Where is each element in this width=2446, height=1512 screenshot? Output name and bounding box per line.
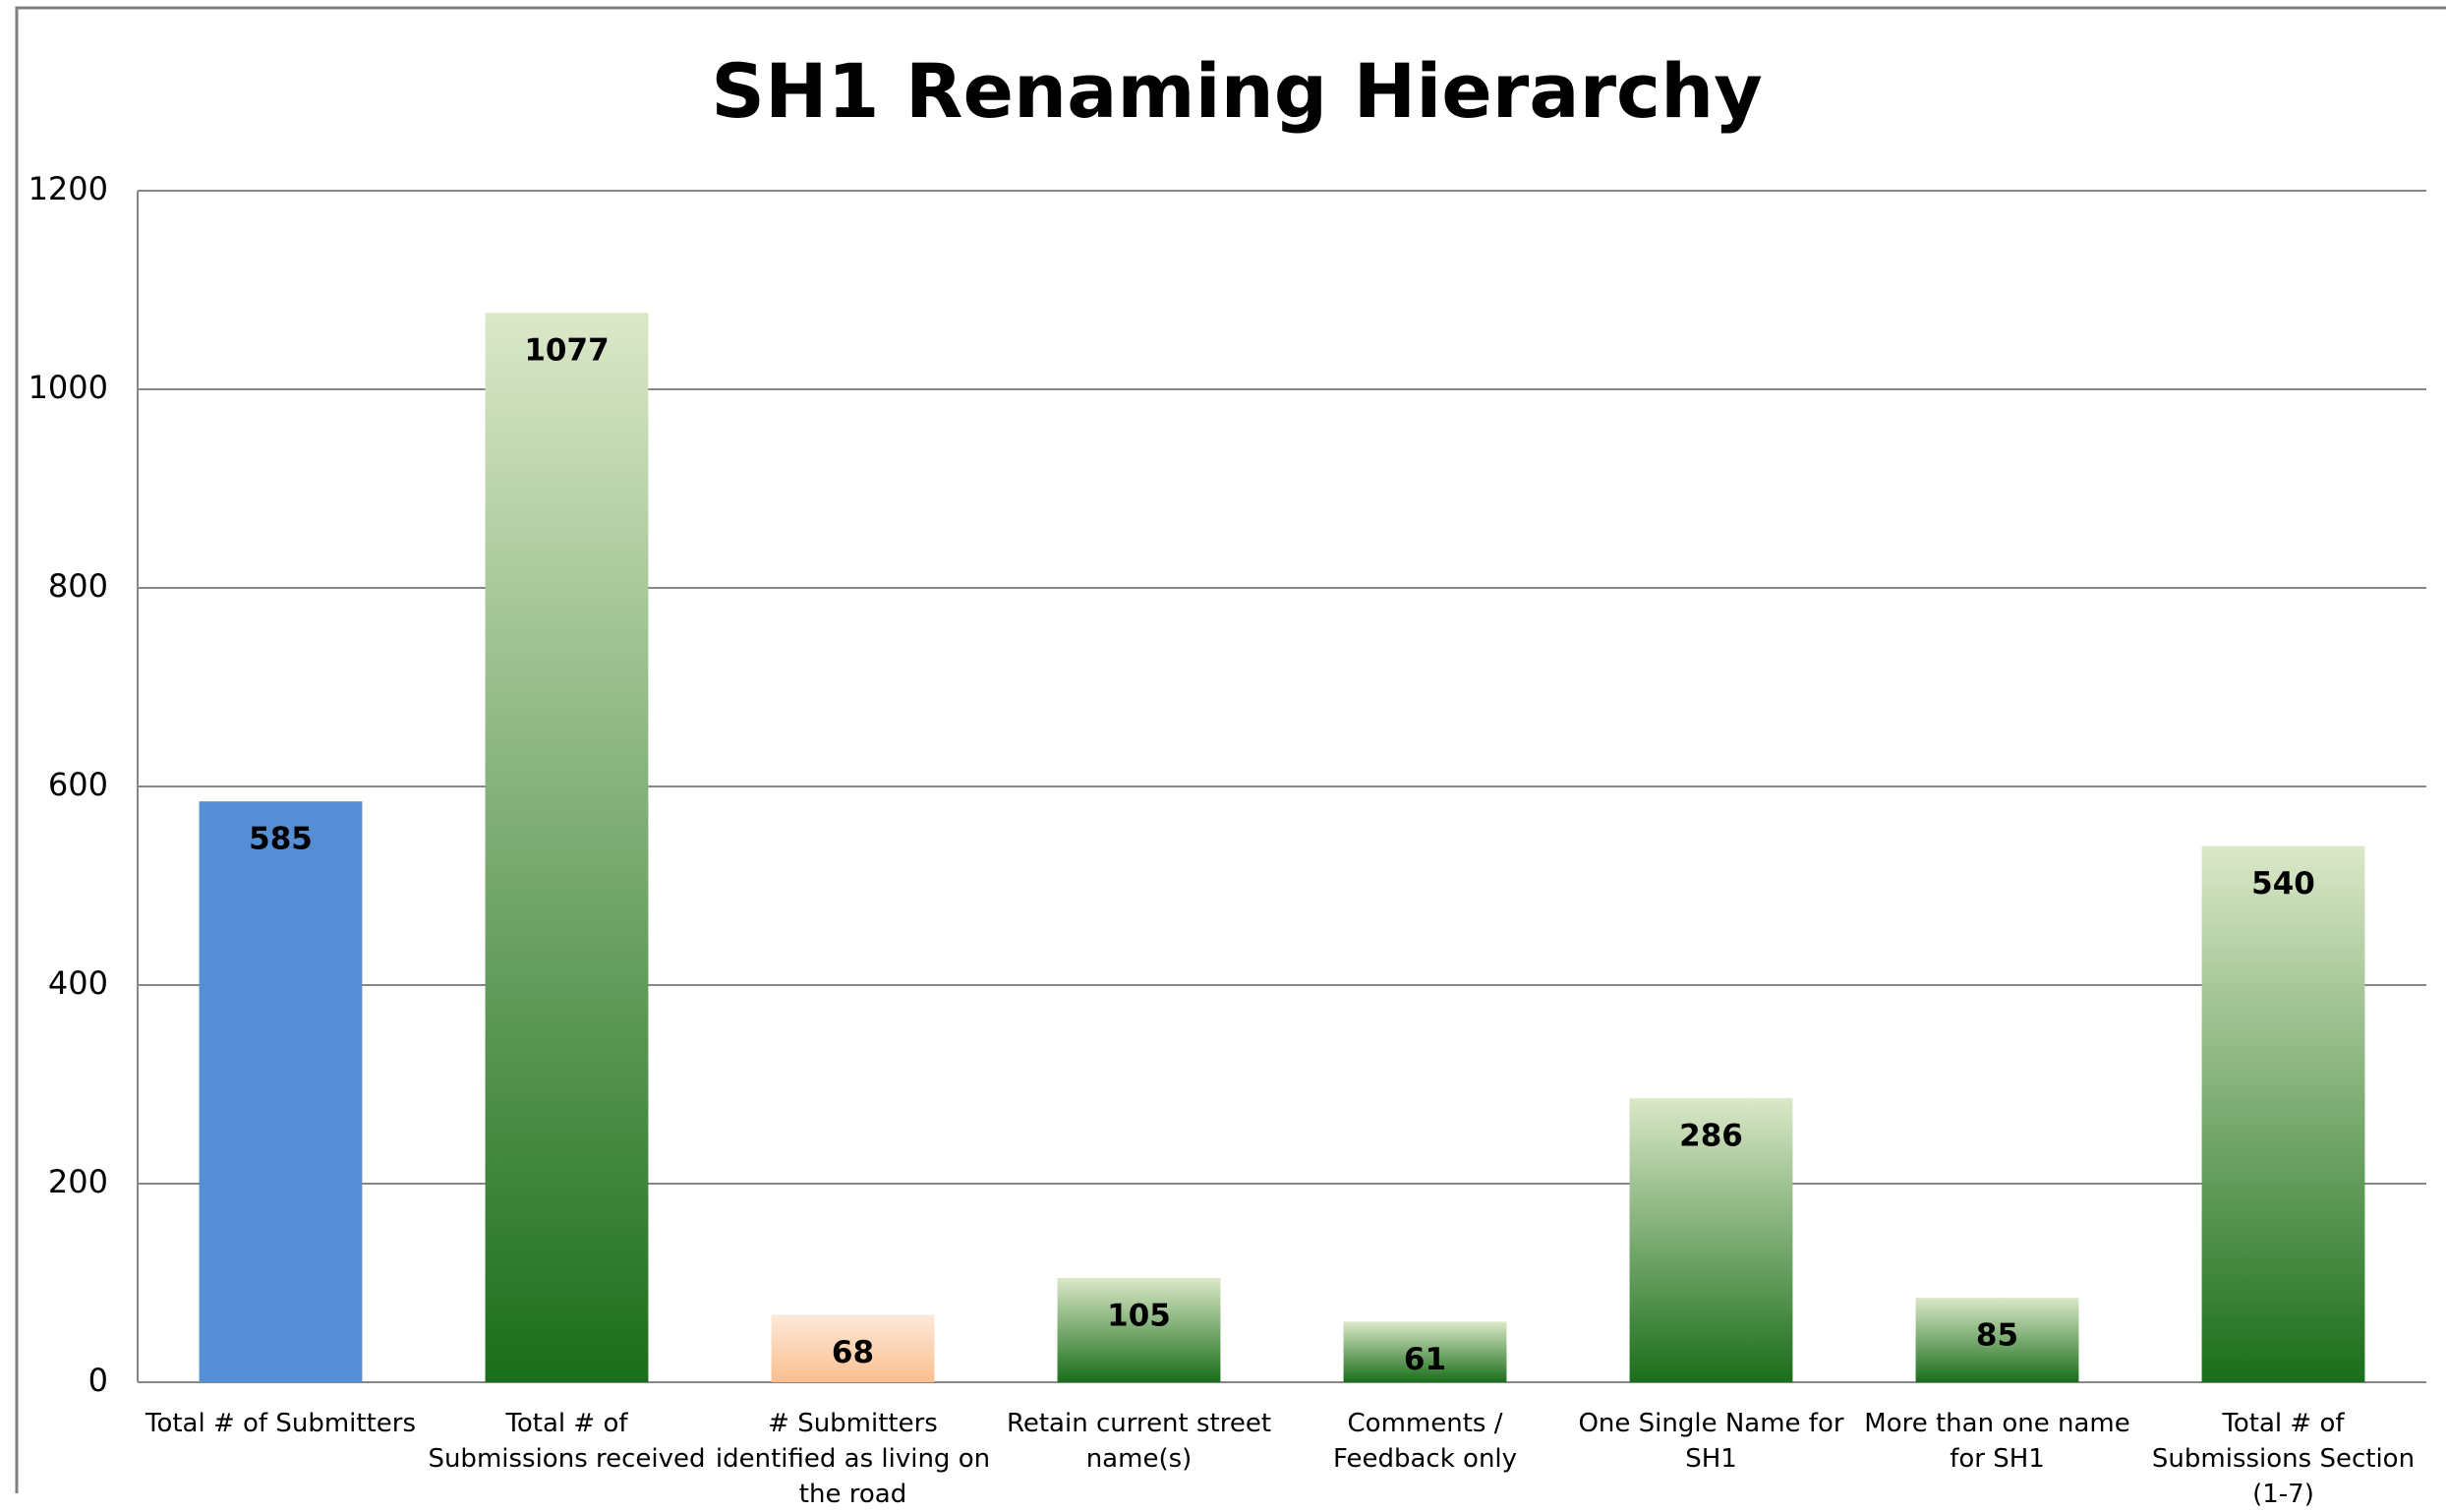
chart-title: SH1 Renaming Hierarchy: [711, 47, 1763, 135]
x-tick-label: Total # of Submitters: [145, 1409, 417, 1438]
y-tick-label: 200: [48, 1163, 108, 1200]
x-tick-label: More than one name for SH1: [1864, 1409, 2130, 1474]
x-tick-label: Comments / Feedback only: [1332, 1409, 1518, 1474]
y-tick-label: 0: [88, 1362, 108, 1399]
value-label: 61: [1404, 1342, 1446, 1377]
bar: [485, 313, 649, 1383]
x-tick-label: # Submitters identified as living on the…: [715, 1409, 991, 1509]
value-label: 85: [1976, 1318, 2018, 1354]
y-tick-label: 1000: [29, 369, 108, 406]
bar: [2201, 845, 2365, 1382]
bar: [1343, 1321, 1507, 1382]
y-tick-label: 400: [48, 964, 108, 1002]
x-tick-label: One Single Name for SH1: [1578, 1409, 1844, 1474]
x-tick-label: Total # of Submissions Section (1-7): [2151, 1409, 2416, 1509]
bar: [771, 1314, 935, 1382]
value-label: 585: [249, 822, 313, 857]
y-tick-label: 800: [48, 567, 108, 605]
y-tick-label: 1200: [29, 170, 108, 207]
bar: [1629, 1098, 1793, 1382]
bar: [1057, 1277, 1221, 1382]
bar: [1915, 1298, 2079, 1382]
chart-border: [15, 6, 2446, 1493]
value-label: 286: [1679, 1119, 1743, 1154]
x-tick-label: Total # of Submissions received: [428, 1409, 706, 1474]
value-label: 68: [832, 1335, 874, 1370]
value-label: 105: [1107, 1298, 1171, 1333]
bar: [199, 801, 363, 1382]
y-tick-label: 600: [48, 766, 108, 803]
value-label: 1077: [524, 333, 609, 369]
value-label: 540: [2251, 866, 2315, 901]
x-tick-label: Retain current street name(s): [1006, 1409, 1272, 1474]
